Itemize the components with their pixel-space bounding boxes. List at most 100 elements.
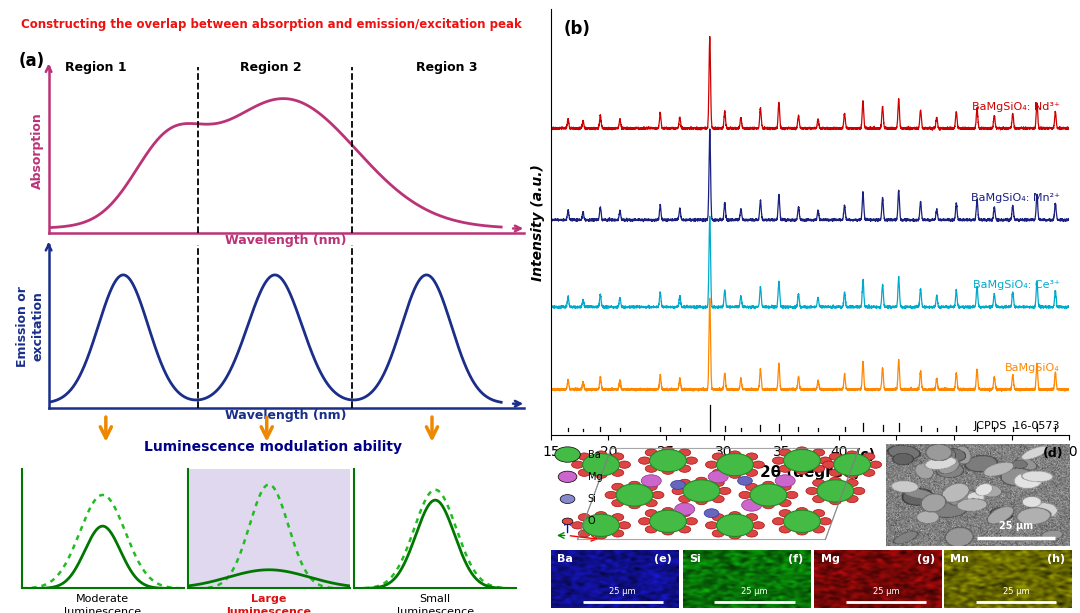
Circle shape	[571, 461, 583, 468]
Circle shape	[611, 530, 624, 537]
Text: JCPDS  16-0573: JCPDS 16-0573	[973, 421, 1059, 431]
Text: 25 μm: 25 μm	[999, 522, 1032, 531]
Circle shape	[772, 517, 784, 525]
Circle shape	[582, 454, 620, 476]
Circle shape	[796, 447, 808, 454]
Circle shape	[820, 517, 832, 525]
Circle shape	[678, 479, 691, 487]
Circle shape	[846, 495, 859, 503]
Circle shape	[762, 481, 774, 489]
Circle shape	[772, 457, 784, 464]
Circle shape	[762, 501, 774, 509]
Circle shape	[619, 461, 631, 468]
Circle shape	[712, 469, 725, 476]
Text: Mg: Mg	[588, 472, 603, 482]
Circle shape	[696, 477, 707, 484]
Text: 25 μm: 25 μm	[609, 587, 636, 596]
Text: 25 μm: 25 μm	[1002, 587, 1029, 596]
Circle shape	[561, 495, 575, 503]
Circle shape	[712, 479, 725, 487]
Circle shape	[696, 497, 707, 504]
Circle shape	[783, 510, 821, 533]
Text: Region 2: Region 2	[240, 61, 302, 74]
Circle shape	[708, 471, 728, 483]
Circle shape	[686, 457, 698, 464]
Text: O: O	[588, 516, 595, 527]
Circle shape	[611, 500, 624, 507]
Circle shape	[672, 487, 684, 495]
Circle shape	[712, 495, 725, 503]
Circle shape	[729, 512, 741, 519]
Text: 25 μm: 25 μm	[741, 587, 768, 596]
Circle shape	[578, 514, 591, 521]
Circle shape	[678, 465, 691, 473]
Circle shape	[563, 518, 572, 525]
Circle shape	[671, 481, 686, 489]
Circle shape	[578, 530, 591, 537]
Circle shape	[719, 487, 731, 495]
Circle shape	[662, 528, 674, 535]
Text: (a): (a)	[18, 51, 44, 70]
Circle shape	[595, 471, 607, 478]
Circle shape	[595, 532, 607, 539]
Circle shape	[796, 528, 808, 535]
Circle shape	[812, 495, 825, 503]
Circle shape	[812, 449, 825, 456]
Circle shape	[662, 467, 674, 474]
Circle shape	[750, 484, 787, 506]
Y-axis label: Intensity (a.u.): Intensity (a.u.)	[531, 164, 545, 281]
Circle shape	[729, 471, 741, 478]
Circle shape	[742, 499, 761, 511]
Circle shape	[619, 522, 631, 529]
Circle shape	[649, 449, 687, 472]
Circle shape	[786, 492, 798, 498]
Text: Constructing the overlap between absorption and emission/excitation peak: Constructing the overlap between absorpt…	[21, 18, 522, 31]
Circle shape	[779, 483, 792, 490]
Text: Ba: Ba	[588, 449, 600, 460]
Circle shape	[642, 474, 661, 487]
Text: Region 1: Region 1	[65, 61, 126, 74]
Circle shape	[645, 465, 658, 473]
Circle shape	[834, 454, 870, 476]
Circle shape	[745, 500, 758, 507]
Circle shape	[853, 487, 865, 495]
Circle shape	[812, 526, 825, 533]
Circle shape	[555, 447, 580, 462]
Circle shape	[662, 447, 674, 454]
Text: (d): (d)	[1043, 447, 1064, 460]
Circle shape	[846, 471, 859, 478]
Circle shape	[616, 484, 653, 506]
Circle shape	[611, 514, 624, 521]
X-axis label: Moderate
luminescence
modulation: Moderate luminescence modulation	[64, 594, 141, 613]
Circle shape	[652, 492, 664, 498]
Circle shape	[638, 517, 650, 525]
Circle shape	[806, 487, 818, 495]
Text: (c): (c)	[854, 449, 876, 462]
Circle shape	[812, 465, 825, 473]
Circle shape	[582, 514, 620, 536]
Circle shape	[869, 461, 881, 468]
Circle shape	[678, 526, 691, 533]
Circle shape	[638, 457, 650, 464]
Circle shape	[823, 461, 835, 468]
Circle shape	[753, 461, 765, 468]
X-axis label: Large
luminescence
modulation: Large luminescence modulation	[227, 594, 311, 613]
Circle shape	[846, 451, 859, 458]
Circle shape	[712, 530, 725, 537]
Circle shape	[738, 476, 753, 485]
Circle shape	[779, 509, 792, 517]
Circle shape	[686, 517, 698, 525]
X-axis label: Small
luminescence
modulation: Small luminescence modulation	[396, 594, 474, 613]
Circle shape	[812, 509, 825, 517]
Circle shape	[775, 474, 795, 487]
Text: (e): (e)	[654, 554, 672, 564]
Circle shape	[645, 500, 658, 507]
Circle shape	[678, 509, 691, 517]
Text: (b): (b)	[564, 20, 591, 38]
Circle shape	[705, 522, 717, 529]
Circle shape	[645, 483, 658, 490]
X-axis label: Wavelength (nm): Wavelength (nm)	[226, 409, 347, 422]
Y-axis label: Absorption: Absorption	[31, 112, 44, 189]
Circle shape	[796, 467, 808, 474]
Circle shape	[745, 469, 758, 476]
